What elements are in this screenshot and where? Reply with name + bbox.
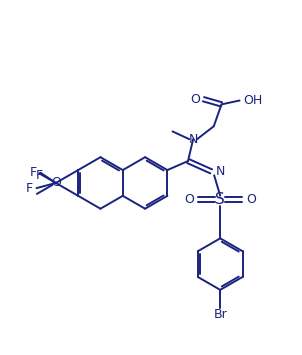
Text: N: N: [188, 133, 198, 146]
Text: Br: Br: [213, 308, 227, 321]
Text: S: S: [215, 192, 225, 207]
Text: O: O: [191, 93, 201, 106]
Text: OH: OH: [243, 94, 263, 107]
Text: F: F: [25, 182, 33, 195]
Text: F: F: [29, 166, 37, 179]
Text: O: O: [51, 176, 61, 190]
Text: O: O: [185, 193, 194, 206]
Text: N: N: [216, 165, 226, 178]
Text: O: O: [246, 193, 256, 206]
Text: F: F: [36, 169, 43, 182]
